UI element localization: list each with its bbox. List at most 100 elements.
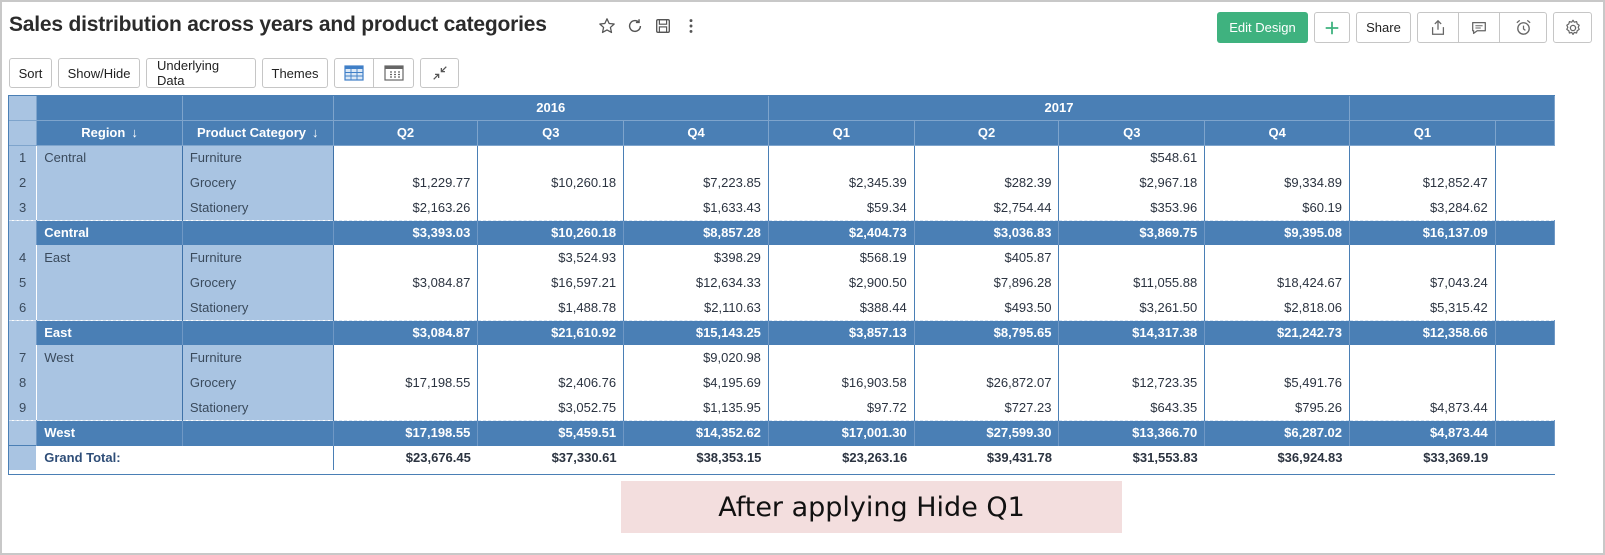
subtotal-cell[interactable]: $3,869.75 <box>1058 219 1206 245</box>
value-cell[interactable] <box>623 145 769 170</box>
value-cell[interactable]: $17,198.55 <box>333 370 479 395</box>
value-cell[interactable]: $4,195.69 <box>623 370 769 395</box>
subtotal-cell[interactable]: $15,143.25 <box>623 319 769 345</box>
value-cell[interactable] <box>1204 245 1351 270</box>
quarter-header[interactable]: Q1 <box>1349 120 1496 146</box>
subtotal-cell[interactable]: $2,404.73 <box>768 219 915 245</box>
quarter-header[interactable]: Q3 <box>477 120 625 146</box>
value-cell[interactable]: $18,424.67 <box>1204 270 1351 295</box>
value-cell[interactable]: $59.34 <box>768 195 915 220</box>
compact-view-button[interactable] <box>374 59 413 87</box>
value-cell[interactable] <box>1204 345 1351 370</box>
value-cell[interactable] <box>333 145 479 170</box>
subtotal-cell[interactable]: $27,599.30 <box>914 419 1060 445</box>
grand-total-cell[interactable]: $23,263.16 <box>768 444 915 470</box>
value-cell[interactable]: $727.23 <box>914 395 1060 420</box>
value-cell[interactable]: $2,754.44 <box>914 195 1060 220</box>
subtotal-cell[interactable]: $4,873.44 <box>1349 419 1496 445</box>
region-cell[interactable] <box>36 370 183 395</box>
value-cell[interactable]: $3,284.62 <box>1349 195 1496 220</box>
quarter-header[interactable]: Q3 <box>1058 120 1206 146</box>
value-cell[interactable] <box>333 345 479 370</box>
value-cell[interactable] <box>1058 245 1206 270</box>
add-button[interactable] <box>1314 12 1350 43</box>
category-cell[interactable]: Grocery <box>182 270 334 295</box>
region-cell[interactable] <box>36 395 183 420</box>
subtotal-cell[interactable]: $21,610.92 <box>477 319 625 345</box>
value-cell[interactable]: $12,634.33 <box>623 270 769 295</box>
year-header-2017[interactable]: 2017 <box>768 96 1351 121</box>
themes-button[interactable]: Themes <box>262 58 328 88</box>
grand-total-cell[interactable]: $23,676.45 <box>333 444 478 470</box>
subtotal-cell[interactable]: $8,857.28 <box>623 219 769 245</box>
value-cell[interactable]: $12,852.47 <box>1349 170 1496 195</box>
value-cell[interactable]: $5,491.76 <box>1204 370 1351 395</box>
value-cell[interactable]: $4,873.44 <box>1349 395 1496 420</box>
value-cell[interactable]: $16,597.21 <box>477 270 625 295</box>
comment-button[interactable] <box>1459 13 1500 42</box>
subtotal-cell[interactable]: $3,857.13 <box>768 319 915 345</box>
value-cell[interactable]: $9,020.98 <box>623 345 769 370</box>
region-cell[interactable]: Central <box>36 145 183 170</box>
category-cell[interactable]: Furniture <box>182 145 334 170</box>
value-cell[interactable] <box>333 245 479 270</box>
quarter-header[interactable]: Q2 <box>333 120 479 146</box>
schedule-button[interactable] <box>1500 13 1546 42</box>
subtotal-cell[interactable]: $17,001.30 <box>768 419 915 445</box>
value-cell[interactable] <box>333 295 479 320</box>
category-cell[interactable]: Stationery <box>182 195 334 220</box>
subtotal-cell[interactable]: $10,260.18 <box>477 219 625 245</box>
edit-design-button[interactable]: Edit Design <box>1217 12 1308 43</box>
subtotal-cell[interactable]: $12,358.66 <box>1349 319 1496 345</box>
underlying-data-button[interactable]: Underlying Data <box>146 58 256 88</box>
subtotal-cell[interactable]: $5,459.51 <box>477 419 625 445</box>
year-header-2016[interactable]: 2016 <box>333 96 769 121</box>
subtotal-cell[interactable]: $13,366.70 <box>1058 419 1206 445</box>
table-view-button[interactable] <box>335 59 374 87</box>
value-cell[interactable] <box>1204 145 1351 170</box>
value-cell[interactable]: $7,223.85 <box>623 170 769 195</box>
category-cell[interactable]: Furniture <box>182 245 334 270</box>
value-cell[interactable]: $388.44 <box>768 295 915 320</box>
value-cell[interactable] <box>477 145 625 170</box>
quarter-header[interactable]: Q4 <box>623 120 769 146</box>
subtotal-cell[interactable]: $16,137.09 <box>1349 219 1496 245</box>
value-cell[interactable] <box>477 195 625 220</box>
value-cell[interactable]: $2,818.06 <box>1204 295 1351 320</box>
region-header[interactable]: Region ↓ <box>36 120 183 146</box>
save-icon[interactable] <box>653 15 673 37</box>
subtotal-cell[interactable]: $9,395.08 <box>1204 219 1351 245</box>
region-cell[interactable]: West <box>36 345 183 370</box>
collapse-button[interactable] <box>420 58 459 88</box>
region-cell[interactable]: East <box>36 245 183 270</box>
more-vertical-icon[interactable] <box>681 15 701 37</box>
product-category-header[interactable]: Product Category ↓ <box>182 120 334 146</box>
quarter-header[interactable]: Q4 <box>1204 120 1351 146</box>
grand-total-cell[interactable]: $31,553.83 <box>1058 444 1205 470</box>
category-cell[interactable]: Furniture <box>182 345 334 370</box>
grand-total-cell[interactable]: $37,330.61 <box>477 444 624 470</box>
value-cell[interactable] <box>914 145 1060 170</box>
quarter-header[interactable]: Q1 <box>768 120 915 146</box>
share-button[interactable]: Share <box>1356 12 1411 43</box>
value-cell[interactable]: $3,524.93 <box>477 245 625 270</box>
value-cell[interactable] <box>914 345 1060 370</box>
region-cell[interactable] <box>36 170 183 195</box>
grand-total-cell[interactable]: $38,353.15 <box>623 444 769 470</box>
subtotal-cell[interactable]: $8,795.65 <box>914 319 1060 345</box>
value-cell[interactable]: $1,229.77 <box>333 170 479 195</box>
value-cell[interactable]: $353.96 <box>1058 195 1206 220</box>
value-cell[interactable]: $282.39 <box>914 170 1060 195</box>
value-cell[interactable]: $568.19 <box>768 245 915 270</box>
category-cell[interactable]: Stationery <box>182 395 334 420</box>
value-cell[interactable]: $7,896.28 <box>914 270 1060 295</box>
value-cell[interactable]: $2,967.18 <box>1058 170 1206 195</box>
category-cell[interactable]: Grocery <box>182 170 334 195</box>
value-cell[interactable]: $10,260.18 <box>477 170 625 195</box>
sort-button[interactable]: Sort <box>9 58 52 88</box>
value-cell[interactable]: $3,261.50 <box>1058 295 1206 320</box>
quarter-header[interactable]: Q2 <box>914 120 1060 146</box>
value-cell[interactable]: $12,723.35 <box>1058 370 1206 395</box>
value-cell[interactable]: $795.26 <box>1204 395 1351 420</box>
value-cell[interactable] <box>768 145 915 170</box>
